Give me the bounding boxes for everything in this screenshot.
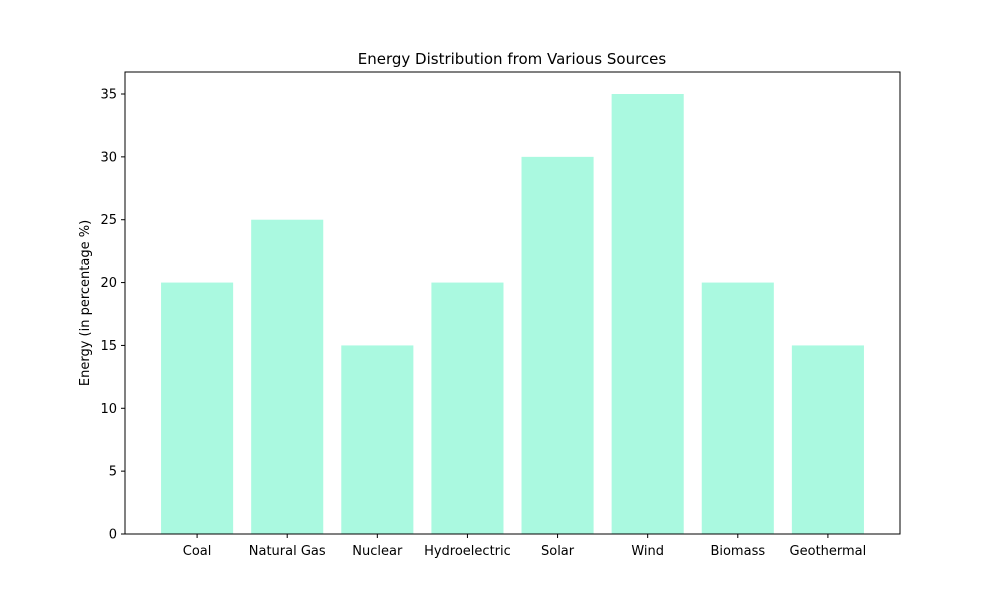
bar-nuclear [341,345,414,534]
x-tick-label: Geothermal [790,544,867,559]
y-tick-label: 30 [100,150,117,165]
x-tick-label: Nuclear [352,544,403,559]
bar-natural-gas [251,219,324,534]
plot-frame [124,71,901,535]
x-tick-label: Natural Gas [249,544,326,559]
bar-wind [611,94,684,534]
x-tick-label: Solar [541,544,575,559]
bar-biomass [701,282,774,534]
x-axis-ticks: Coal Natural Gas Nuclear Hydroelectric Solar… [183,534,866,559]
bar-hydroelectric [431,282,504,534]
y-tick-label: 35 [100,88,117,103]
y-tick-label: 0 [109,528,117,543]
y-tick-label: 20 [100,276,117,291]
bar-coal [161,282,234,534]
y-tick-label: 10 [100,402,117,417]
x-tick-label: Hydroelectric [424,544,511,559]
y-axis-ticks: 0 5 10 15 20 25 30 35 [100,88,125,543]
x-tick-label: Biomass [710,544,765,559]
x-tick-label: Wind [631,544,664,559]
y-tick-label: 5 [109,465,117,480]
chart-title: Energy Distribution from Various Sources [358,50,667,68]
y-tick-label: 25 [100,213,117,228]
y-tick-label: 15 [100,339,117,354]
bars-group [161,94,864,534]
x-tick-label: Coal [183,544,212,559]
y-axis-label: Energy (in percentage %) [78,220,93,386]
bar-geothermal [791,345,864,534]
bar-solar [521,156,594,534]
